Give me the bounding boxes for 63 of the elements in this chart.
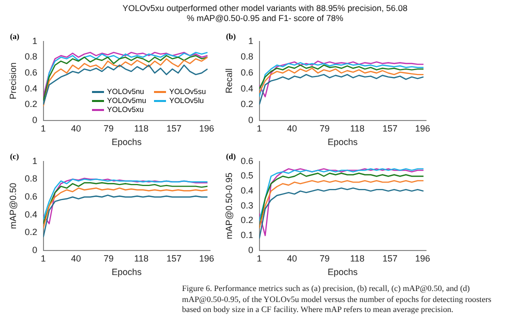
x-axis-title: Epochs <box>328 137 358 148</box>
y-tick-label: 0.6 <box>24 191 38 202</box>
x-tick-label: 196 <box>415 123 430 134</box>
y-tick-label: 0.5 <box>240 170 254 181</box>
x-tick-label: 1 <box>40 253 46 264</box>
y-tick-label: 0.8 <box>24 174 38 184</box>
x-tick-label: 79 <box>104 253 114 264</box>
caption: Figure 6. Performance metrics such as (a) precision, (b) recall, (c) mAP@0.50, and (d) mAP@0.50-0.95, of the YOLOv5u model versus the number of epochs for detecting roosters based on body size in a CF facility. Where mAP refers to mean average precision. <box>182 284 492 316</box>
y-tick-label: 0.4 <box>24 209 38 220</box>
x-tick-label: 196 <box>199 123 214 134</box>
y-tick-label: 0.6 <box>24 67 38 78</box>
x-tick-label: 118 <box>350 123 364 134</box>
y-axis-title: mAP@0.50 <box>8 182 18 229</box>
y-tick-label: 0.2 <box>24 99 38 110</box>
x-tick-label: 118 <box>134 123 148 134</box>
x-axis-title: Epochs <box>112 267 142 278</box>
y-tick-label: 1 <box>32 156 38 166</box>
y-tick-label: 0.4 <box>240 83 254 94</box>
y-tick-label: 0 <box>32 244 38 255</box>
y-tick-label: 1 <box>248 36 254 46</box>
y-tick-label: 0.2 <box>240 215 254 226</box>
y-tick-label: 0.3 <box>240 200 254 210</box>
x-tick-label: 79 <box>320 123 330 134</box>
y-tick-label: 0.4 <box>24 83 38 94</box>
x-tick-label: 196 <box>199 253 214 264</box>
y-tick-label: 0.8 <box>240 52 254 62</box>
chart-title: (c) <box>10 152 19 161</box>
x-tick-label: 157 <box>382 253 398 264</box>
x-tick-label: 79 <box>320 253 330 264</box>
x-tick-label: 196 <box>415 253 430 264</box>
text: YOLOv5xu outperformed other model variants with 88.95% precision, 56.08 % mAP@0.50-0.95 and F1- score of 78% <box>122 3 408 23</box>
x-tick-label: 157 <box>166 253 182 264</box>
y-tick-label: 0 <box>248 244 254 255</box>
y-tick-label: 0.2 <box>240 99 254 110</box>
y-tick-label: 0 <box>32 114 38 125</box>
y-tick-label: 0.8 <box>24 52 38 62</box>
x-tick-label: 40 <box>286 123 297 134</box>
y-tick-label: 0.4 <box>240 186 254 196</box>
chart-title: (d) <box>226 152 236 161</box>
y-tick-label: 0.1 <box>240 230 254 240</box>
chart-title: (b) <box>226 32 236 41</box>
x-tick-label: 157 <box>382 123 398 134</box>
chart-title: (a) <box>10 32 20 41</box>
y-tick-label: 0.2 <box>24 227 38 238</box>
x-tick-label: 1 <box>256 253 262 264</box>
y-axis-title: Recall <box>224 68 234 94</box>
y-tick-label: 0 <box>248 114 254 125</box>
x-tick-label: 40 <box>286 253 297 264</box>
x-tick-label: 118 <box>134 253 148 264</box>
x-axis-title: Epochs <box>328 267 358 278</box>
x-tick-label: 1 <box>40 123 46 134</box>
x-tick-label: 40 <box>70 123 81 134</box>
y-axis-title: Precision <box>8 62 18 100</box>
x-tick-label: 1 <box>256 123 262 134</box>
x-tick-label: 118 <box>350 253 364 264</box>
x-tick-label: 157 <box>166 123 182 134</box>
y-tick-label: 0.6 <box>240 156 254 166</box>
x-tick-label: 40 <box>70 253 81 264</box>
y-tick-label: 0.6 <box>240 67 254 78</box>
y-axis-title: mAP@0.50-0.95 <box>224 172 234 240</box>
x-tick-label: 79 <box>104 123 114 134</box>
x-axis-title: Epochs <box>112 137 142 148</box>
y-tick-label: 1 <box>32 36 38 46</box>
